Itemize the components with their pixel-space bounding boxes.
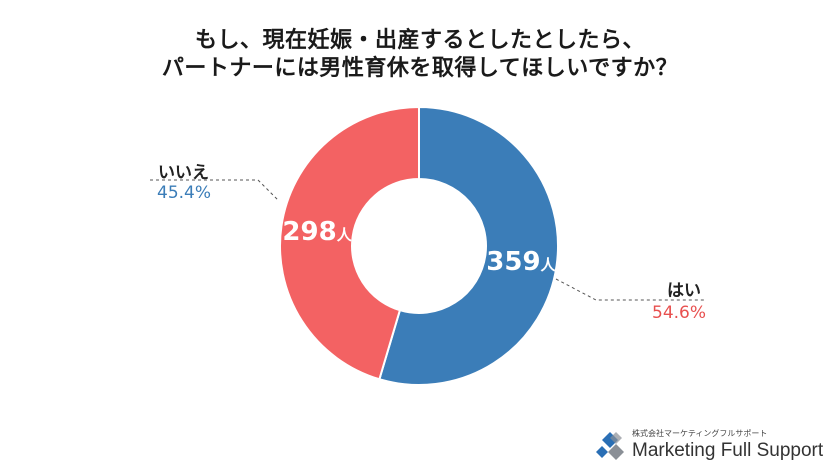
chart-title-line2: パートナーには男性育休を取得してほしいですか？ [161,56,679,81]
leader-line-no [150,179,279,201]
legend-label-yes: はい [667,281,701,301]
company-logo: 株式会社マーケティングフルサポート Marketing Full Support [596,428,832,466]
percent-label-no: 45.4% [157,183,212,203]
value-label-0: 359人 [486,247,556,277]
logo-mark-icon [596,432,624,460]
pie-slice-1 [279,105,420,381]
pie-slice-0 [378,105,559,386]
chart-title-line1: もし、現在妊娠・出産するとしたとしたら、 [194,28,645,53]
value-label-1: 298人 [282,217,352,247]
logo-name: Marketing Full Support [632,440,824,461]
logo-subtitle: 株式会社マーケティングフルサポート [632,429,768,438]
percent-label-yes: 54.6% [652,303,707,323]
legend-label-no: いいえ [158,163,209,183]
